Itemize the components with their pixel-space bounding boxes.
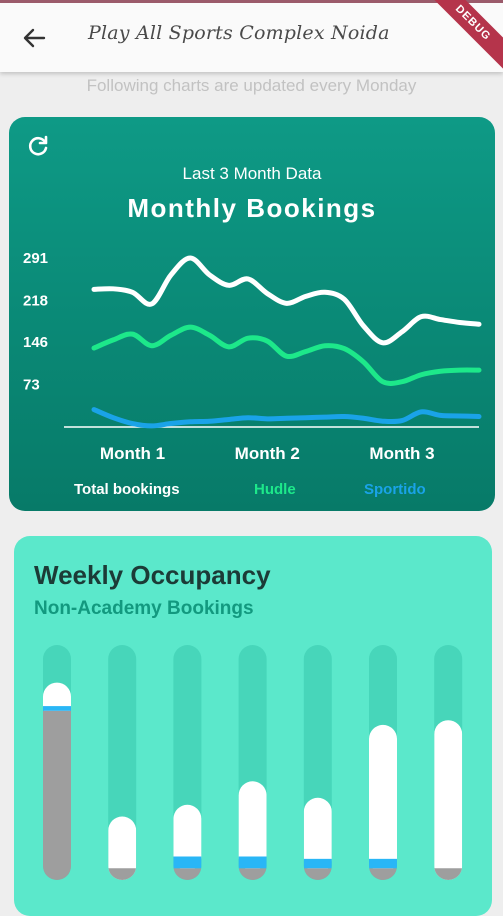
legend-sportido: Sportido bbox=[364, 481, 426, 498]
series-line-sportido bbox=[91, 407, 482, 429]
update-note: Following charts are updated every Monda… bbox=[86, 76, 417, 95]
bar-column bbox=[173, 645, 202, 880]
bar-segment-blue bbox=[369, 858, 397, 869]
monthly-bookings-card: Last 3 Month Data Monthly Bookings 73 146… bbox=[9, 117, 495, 511]
bar-segment-white bbox=[369, 724, 397, 873]
x-tick-label: Month 2 bbox=[235, 444, 300, 463]
series-line-hudle bbox=[91, 324, 482, 386]
bar-segment-grey bbox=[173, 868, 202, 880]
monthly-kicker: Last 3 Month Data bbox=[182, 164, 322, 183]
bar-column bbox=[303, 645, 332, 880]
bar-segment-grey bbox=[238, 868, 267, 880]
y-tick-label: 146 bbox=[23, 334, 48, 351]
bar-column bbox=[43, 645, 71, 880]
y-tick-label: 73 bbox=[23, 377, 40, 394]
arrow-left-icon bbox=[23, 28, 46, 48]
x-tick-label: Month 3 bbox=[369, 444, 434, 463]
weekly-occupancy-card: Weekly Occupancy Non-Academy Bookings bbox=[14, 536, 492, 916]
bar-segment-grey bbox=[369, 868, 397, 880]
app-title: Play All Sports Complex Noida bbox=[88, 22, 390, 44]
bar-segment-white bbox=[173, 804, 202, 871]
bar-segment-white bbox=[108, 816, 137, 880]
refresh-icon bbox=[28, 135, 48, 156]
monthly-title: Monthly Bookings bbox=[127, 193, 377, 223]
weekly-subtitle: Non-Academy Bookings bbox=[34, 598, 254, 619]
bar-segment-white bbox=[303, 797, 332, 873]
bar-column bbox=[108, 645, 137, 880]
app-bar: Play All Sports Complex Noida DEBUG bbox=[0, 0, 503, 74]
bar-segment-blue bbox=[43, 706, 71, 711]
debug-ribbon: DEBUG bbox=[422, 0, 503, 74]
bar-segment-grey bbox=[434, 868, 463, 880]
bar-segment-blue bbox=[173, 856, 202, 869]
bar-segment-grey bbox=[303, 868, 332, 880]
refresh-button[interactable] bbox=[25, 134, 51, 160]
bar-segment-grey bbox=[108, 868, 137, 880]
y-tick-label: 218 bbox=[23, 292, 48, 309]
bar-column bbox=[238, 645, 267, 880]
y-tick-label: 291 bbox=[23, 250, 48, 267]
bar-segment-grey bbox=[43, 710, 71, 880]
series-line-total-bookings bbox=[91, 255, 482, 346]
bar-segment-blue bbox=[303, 858, 332, 869]
bar-segment-blue bbox=[238, 856, 267, 869]
weekly-title: Weekly Occupancy bbox=[34, 560, 271, 590]
bar-column bbox=[369, 645, 397, 880]
bar-segment-white bbox=[238, 781, 267, 871]
bar-column bbox=[434, 645, 463, 880]
bar-segment-white bbox=[434, 720, 463, 880]
weekly-bar-chart bbox=[43, 645, 463, 880]
monthly-line-chart: 73 146 218 291 Month 1 Month 2 Month 3 bbox=[23, 250, 482, 463]
x-tick-label: Month 1 bbox=[100, 444, 165, 463]
legend-total-bookings: Total bookings bbox=[74, 481, 180, 498]
legend-hudle: Hudle bbox=[254, 481, 296, 498]
back-button[interactable] bbox=[18, 22, 50, 54]
app-bar-top-line bbox=[0, 0, 503, 3]
